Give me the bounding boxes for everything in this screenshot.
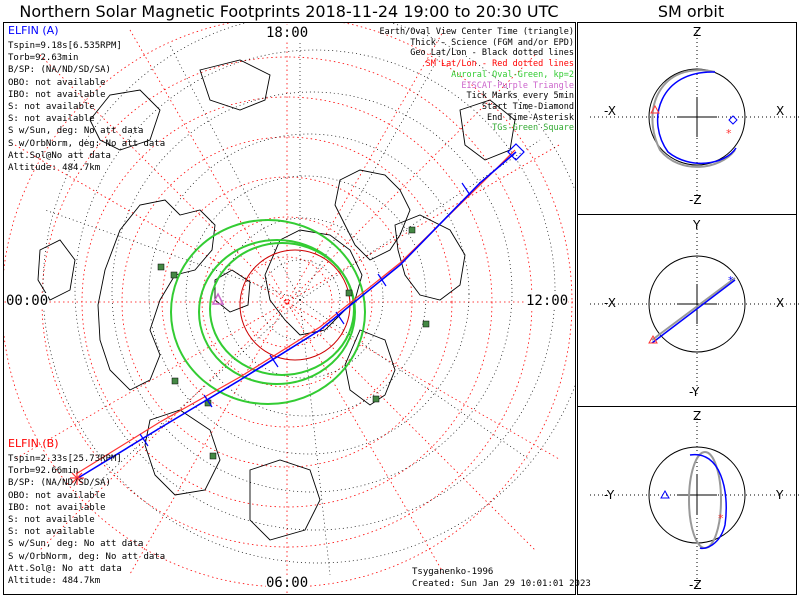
auroral-oval (170, 219, 366, 405)
end-asterisk-icon (70, 471, 84, 485)
legend: Earth/Oval View Center Time (triangle) T… (380, 27, 574, 134)
info-line: B/SP: (NA/ND/SD/SA) (8, 65, 111, 76)
info-line: Torb=92.66min (8, 466, 79, 477)
legend-item: EISCAT-Purple Triangle (461, 80, 574, 91)
orbit3-label-left: -Y (604, 488, 615, 502)
orbit3-label-up: Z (693, 409, 702, 423)
info-line: Altitude: 484.7km (8, 576, 101, 587)
orbit1-label-down: -Z (689, 193, 702, 207)
mlt-label-left: 00:00 (6, 293, 49, 309)
orbit1-label-up: Z (693, 25, 702, 39)
orbit2-label-right: X (776, 296, 785, 310)
legend-item: SM Lat/Lon - Red dotted lines (425, 59, 574, 70)
info-line: S w/OrbNorm, deg: No att data (8, 138, 166, 149)
legend-item: Earth/Oval View Center Time (triangle) (379, 27, 574, 37)
legend-item: Auroral Oval-Green, kp=2 (451, 69, 574, 80)
tgs-square-icon (345, 289, 353, 297)
orbit-title: SM orbit (657, 2, 725, 21)
orbit1-label-right: X (776, 104, 785, 118)
elfin-b-track (75, 149, 516, 475)
elfin-a-name: ELFIN (A) (8, 24, 59, 37)
tgs-square-icon (408, 226, 416, 234)
svg-text:*: * (728, 274, 734, 287)
legend-item: TGs-Green Square (492, 123, 574, 134)
mlt-label-right: 12:00 (526, 293, 569, 309)
tgs-square-icon (171, 377, 179, 385)
info-line: B/SP: (NA/ND/SD/SA) (8, 478, 111, 489)
model-credit: Tsyganenko-1996 (412, 567, 494, 577)
sm-pole-circle (239, 249, 351, 361)
track-ticks (139, 182, 471, 447)
orbit3-label-down: -Z (689, 578, 702, 592)
orbit-plot-xz: * (590, 30, 800, 200)
info-line: S: not available (8, 114, 95, 125)
polar-map-frame (3, 22, 576, 595)
tgs-square-icon (422, 320, 430, 328)
tgs-squares (157, 226, 430, 460)
info-line: Tspin=2.33s[25.73RPM] (8, 454, 122, 464)
info-line: IBO: not available (8, 502, 106, 513)
info-line: S: not available (8, 102, 95, 113)
elfin-a-info: Tspin=9.18s[6.535RPM] Torb=92.63min B/SP… (8, 40, 165, 174)
continent-outlines (37, 59, 516, 541)
orbit2-label-left: -X (604, 296, 616, 310)
tgs-square-icon (372, 395, 380, 403)
elfin-a-track (77, 151, 517, 479)
orbit2-label-up: Y (693, 218, 701, 232)
page-title: Northern Solar Magnetic Footprints 2018-… (19, 2, 559, 21)
info-line: IBO: not available (8, 89, 106, 100)
info-line: Att.Sol@No att data (8, 150, 111, 161)
orbit-plot-yz: * (590, 418, 800, 590)
elfin-b-info: Tspin=2.33s[25.73RPM] Torb=92.66min B/SP… (8, 453, 165, 587)
info-line: Att.Sol@: No att data (8, 563, 122, 574)
legend-item: Tick Marks every 5min (466, 91, 574, 102)
svg-text:*: * (726, 127, 732, 140)
info-line: Tspin=9.18s[6.535RPM] (8, 41, 122, 51)
legend-item: Geo Lat/Lon - Black dotted lines (410, 48, 574, 59)
start-diamond-icon (507, 143, 525, 161)
orbit2-label-down: -Y (689, 385, 700, 399)
orbit1-label-left: -X (604, 104, 616, 118)
info-line: S w/OrbNorm, deg: No att data (8, 551, 166, 562)
mlt-label-bottom: 06:00 (266, 575, 309, 591)
orbit-panel-yz (577, 406, 797, 595)
orbit-plot-xy: * (590, 225, 800, 395)
info-line: S w/Sun, deg: No att data (8, 126, 144, 137)
info-line: OBO: not available (8, 490, 106, 501)
info-line: Altitude: 484.7km (8, 163, 101, 174)
info-line: S w/Sun, deg: No att data (8, 539, 144, 550)
info-line: OBO: not available (8, 77, 106, 88)
tgs-square-icon (157, 263, 165, 271)
polar-map (4, 23, 575, 594)
legend-item: Start Time-Diamond (481, 101, 574, 112)
eiscat-triangle-icon (211, 292, 225, 305)
tgs-square-icon (170, 271, 178, 279)
created-timestamp: Created: Sun Jan 29 10:01:01 2023 (412, 579, 591, 589)
tgs-square-icon (209, 452, 217, 460)
svg-text:*: * (718, 512, 724, 525)
elfin-b-name: ELFIN (B) (8, 437, 59, 450)
legend-item: End Time-Asterisk (487, 112, 574, 123)
orbit3-label-right: Y (776, 488, 784, 502)
info-line: S: not available (8, 527, 95, 538)
info-line: Torb=92.63min (8, 53, 79, 64)
legend-item: Thick - Science (FGM and/or EPD) (410, 37, 574, 48)
info-line: S: not available (8, 515, 95, 526)
mlt-label-top: 18:00 (266, 25, 309, 41)
